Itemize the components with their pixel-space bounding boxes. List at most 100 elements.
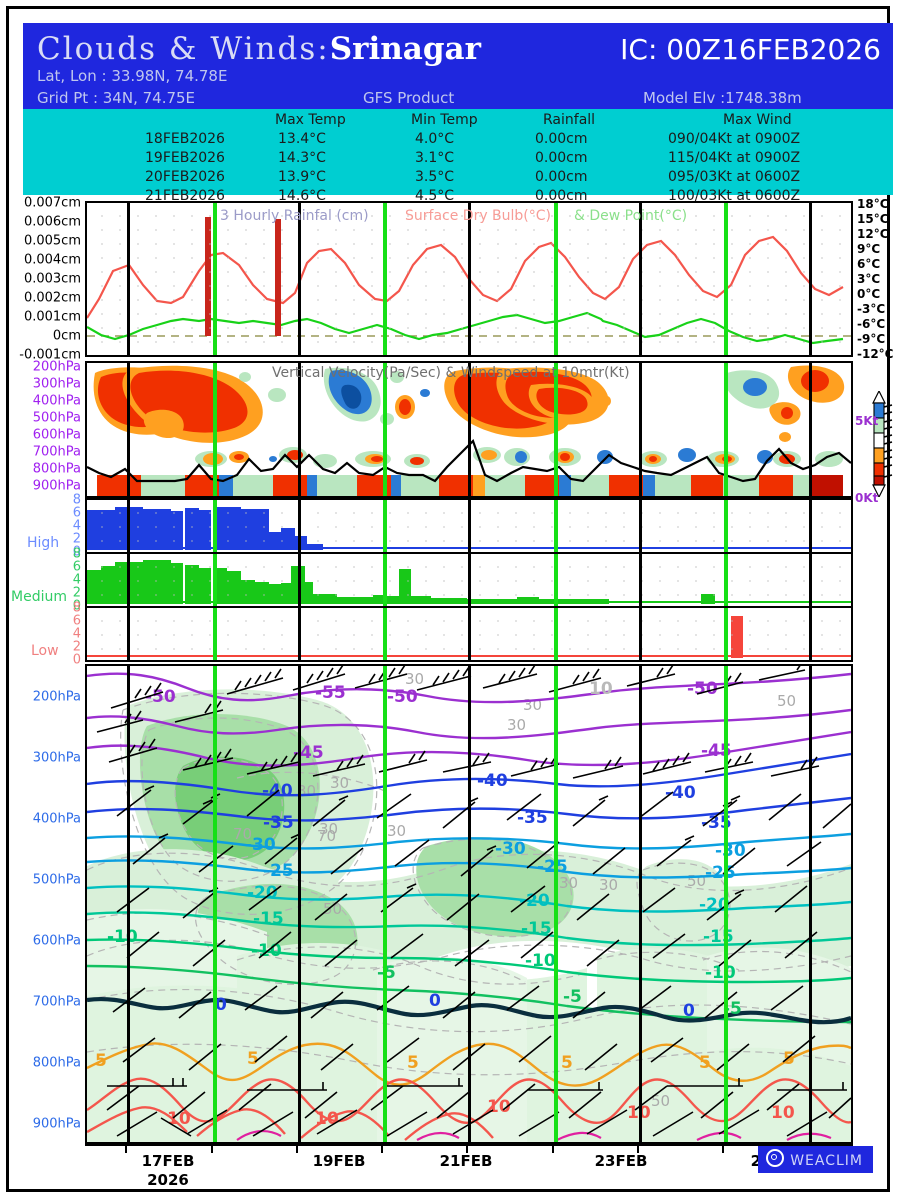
y-tick-label: 8	[72, 546, 81, 562]
day-separator-green	[724, 203, 728, 355]
svg-text:-30: -30	[495, 839, 526, 859]
page-frame: Clouds & Winds:Srinagar IC: 00Z16FEB2026…	[6, 6, 894, 1192]
svg-text:-10: -10	[705, 963, 736, 983]
y-tick-label: 400hPa	[32, 811, 81, 827]
day-separator	[639, 666, 642, 1142]
y-tick-label: 400hPa	[32, 393, 81, 409]
rainfall-temperature-panel: 3 Hourly Rainfal (cm) Surface Dry Bulb(°…	[85, 201, 853, 357]
y-tick-label: -3°C	[857, 302, 886, 316]
svg-text:-50: -50	[145, 687, 176, 707]
y-tick-label: 15°C	[857, 212, 889, 226]
cell-rainfall: 0.00cm	[535, 131, 588, 147]
lat-lon: Lat, Lon : 33.98N, 74.78E	[37, 67, 228, 85]
svg-text:70: 70	[233, 825, 252, 843]
svg-text:5: 5	[407, 1053, 419, 1073]
day-separator	[468, 608, 471, 660]
table-row: 18FEB2026	[145, 131, 225, 147]
title-prefix: Clouds & Winds:	[37, 31, 330, 67]
svg-text:0: 0	[683, 1001, 695, 1021]
brand-name: WEACLIM	[790, 1153, 863, 1169]
cloud-group-label-medium: Medium	[11, 589, 67, 605]
day-separator	[298, 363, 301, 496]
x-axis	[85, 1142, 853, 1146]
svg-text:30: 30	[387, 822, 406, 840]
y-tick-label: 6	[72, 505, 81, 521]
cell-min-temp: 4.0°C	[415, 131, 455, 147]
svg-text:-30: -30	[715, 841, 746, 861]
day-separator	[127, 500, 130, 552]
wind-barbs	[96, 666, 851, 1137]
x-axis-label: 19FEB	[312, 1152, 366, 1170]
vertical-velocity-plot	[87, 365, 851, 496]
svg-text:-15: -15	[703, 927, 734, 947]
cell-rainfall: 0.00cm	[535, 169, 588, 185]
y-tick-label: 2	[72, 531, 81, 547]
day-separator	[809, 666, 812, 1142]
y-tick-label: -12°C	[857, 347, 894, 361]
station-name: Srinagar	[329, 31, 481, 67]
day-separator	[809, 500, 812, 552]
medium-cloud-panel	[85, 552, 853, 608]
y-tick-label: 0.004cm	[23, 252, 81, 268]
legend-colorbar	[872, 391, 893, 497]
y-tick-label: 200hPa	[32, 359, 81, 375]
svg-text:30: 30	[507, 716, 526, 734]
day-separator-green	[724, 608, 728, 660]
y-tick-label: 900hPa	[32, 1116, 81, 1132]
svg-text:10: 10	[771, 1103, 795, 1123]
y-tick-label: 500hPa	[32, 410, 81, 426]
day-separator-green	[213, 554, 217, 606]
model-elevation: Model Elv :1748.38m	[643, 89, 802, 107]
y-tick-label: 0	[72, 544, 81, 560]
svg-text:30: 30	[319, 820, 338, 838]
y-tick-label: -6°C	[857, 317, 886, 331]
cell-max-temp: 14.6°C	[278, 188, 326, 204]
svg-text:50: 50	[651, 1092, 670, 1110]
svg-text:50: 50	[687, 872, 706, 890]
y-tick-label: 4	[72, 572, 81, 588]
y-tick-label: 0.005cm	[23, 233, 81, 249]
svg-text:-25: -25	[263, 861, 294, 881]
svg-text:0: 0	[215, 995, 227, 1015]
day-separator	[639, 500, 642, 552]
col-rainfall: Rainfall	[543, 112, 596, 128]
table-row: 20FEB2026	[145, 169, 225, 185]
svg-text:50: 50	[777, 692, 796, 710]
x-tick	[211, 1146, 213, 1153]
copyright-icon	[766, 1149, 785, 1167]
col-max-temp: Max Temp	[275, 112, 346, 128]
cell-rainfall: 0.00cm	[535, 188, 588, 204]
y-tick-label: 8	[72, 600, 81, 616]
summary-table: Max Temp Min Temp Rainfall Max Wind 18FE…	[23, 109, 893, 204]
day-separator	[468, 363, 471, 496]
day-separator-green	[383, 500, 387, 552]
rainfall-y-axis-right: 18°C 15°C 12°C 9°C 6°C 3°C 0°C -3°C -6°C…	[857, 197, 900, 361]
y-tick-label: 300hPa	[32, 750, 81, 766]
table-row: 19FEB2026	[145, 150, 225, 166]
y-tick-label: 800hPa	[32, 1055, 81, 1071]
legend-bottom-label: 0Kt	[855, 491, 879, 505]
day-separator	[468, 203, 471, 355]
day-separator-green	[213, 608, 217, 660]
svg-text:-15: -15	[521, 919, 552, 939]
svg-text:10: 10	[487, 1097, 511, 1117]
x-tick	[381, 1146, 383, 1153]
x-tick	[722, 1146, 724, 1153]
svg-text:5: 5	[561, 1053, 573, 1073]
day-separator-green	[213, 500, 217, 552]
svg-text:-35: -35	[263, 813, 294, 833]
high-cloud-panel	[85, 498, 853, 554]
y-tick-label: 700hPa	[32, 444, 81, 460]
upper-air-panel: 70 70 30 30 30 30 30 30 30 30 30 50 50 5…	[85, 664, 853, 1144]
y-tick-label: 6	[72, 559, 81, 575]
day-separator-green	[383, 203, 387, 355]
day-separator	[468, 666, 471, 1142]
svg-text:-10: -10	[525, 951, 556, 971]
svg-text:-35: -35	[517, 808, 548, 828]
product-name: GFS Product	[363, 89, 455, 107]
y-tick-label: 0cm	[52, 328, 81, 344]
y-tick-label: -9°C	[857, 332, 886, 346]
svg-text:-40: -40	[477, 771, 508, 791]
day-separator	[809, 203, 812, 355]
